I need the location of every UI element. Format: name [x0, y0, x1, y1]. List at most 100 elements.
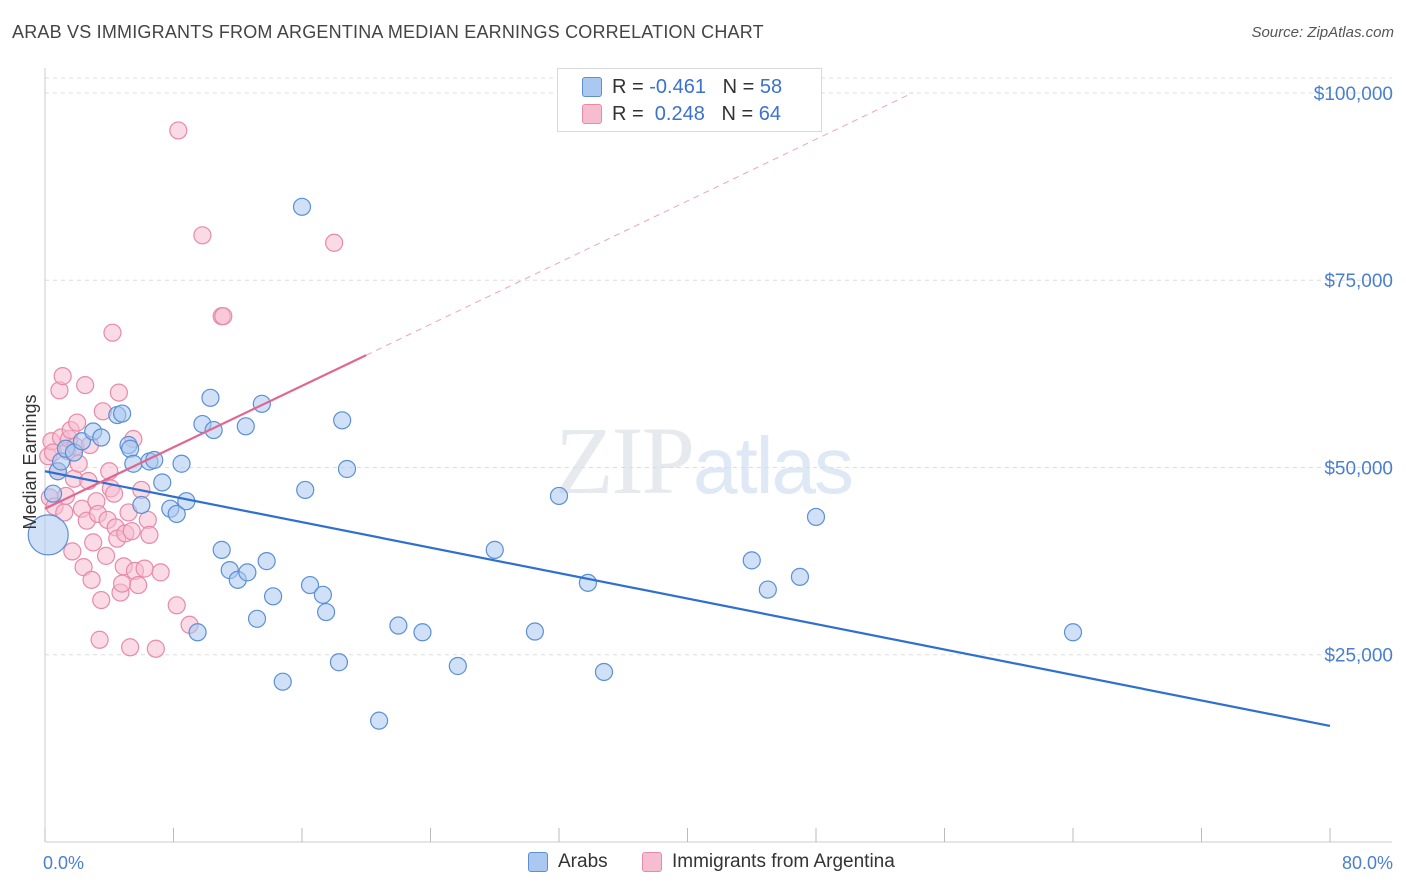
series-legend: Arabs Immigrants from Argentina [0, 851, 1406, 877]
legend-n-value: 64 [758, 102, 782, 125]
arabs-point [153, 473, 172, 492]
argentina-point [122, 522, 141, 541]
arabs-point [413, 623, 432, 642]
arabs-point [758, 580, 777, 599]
arabs-point [27, 514, 69, 556]
arabs-point [549, 486, 569, 506]
argentina-point [104, 484, 124, 503]
legend-label-argentina: Immigrants from Argentina [672, 851, 895, 872]
argentina-point [135, 559, 154, 578]
arabs-point [525, 622, 545, 641]
legend-r-label: R = [612, 75, 644, 98]
argentina-point [109, 383, 128, 402]
arabs-point [236, 417, 255, 436]
arabs-point [337, 459, 357, 479]
argentina-point [68, 413, 87, 432]
y-tick-label: $25,000 [1324, 646, 1393, 667]
arabs-point [257, 552, 276, 571]
argentina-point [103, 323, 122, 342]
y-tick-label: $100,000 [1314, 84, 1393, 105]
argentina-point [140, 525, 159, 545]
legend-row-argentina: R = 0.248 N = 64 [582, 101, 781, 127]
argentina-trend-extension [366, 92, 913, 356]
arabs-point [742, 551, 761, 570]
argentina-point [325, 233, 344, 252]
arabs-point [43, 484, 63, 503]
argentina-point [63, 542, 82, 561]
argentina-point [193, 226, 212, 245]
argentina-point [84, 533, 103, 552]
legend-r-value: 0.248 [649, 102, 705, 125]
argentina-point [151, 563, 170, 582]
arabs-point [370, 711, 389, 730]
arabs-point [92, 428, 111, 447]
arabs-point [333, 411, 352, 430]
x-tick-label: 0.0% [43, 853, 84, 873]
arabs-point [329, 653, 349, 672]
arabs-point [806, 507, 826, 527]
argentina-point [82, 570, 101, 589]
argentina-point [92, 590, 111, 610]
y-axis-label: Median Earnings [20, 394, 40, 529]
arabs-point [121, 439, 140, 458]
trend-lines [44, 92, 1331, 727]
arabs-point [212, 540, 231, 559]
correlation-legend: R = -0.461 N = 58 R = 0.248 N = 64 [557, 68, 822, 132]
watermark-atlas: atlas [693, 421, 854, 510]
argentina-point [169, 121, 188, 140]
arabs-point [263, 587, 283, 606]
argentina-point [90, 630, 109, 649]
arabs-point [594, 662, 614, 682]
arabs-point [167, 504, 186, 524]
arabs-point [1063, 623, 1083, 642]
argentina-point [214, 307, 233, 326]
arabs-trend-line [44, 470, 1331, 727]
arabs-point [313, 585, 332, 604]
y-tick-label: $50,000 [1324, 458, 1393, 479]
arabs-point [300, 575, 320, 595]
arabs-point [448, 656, 467, 676]
watermark: ZIPatlas [555, 405, 854, 516]
arabs-point [201, 388, 220, 407]
arabs-point [172, 454, 191, 473]
arabs-point [188, 623, 207, 642]
argentina-swatch [582, 104, 602, 124]
argentina-point [146, 639, 165, 658]
arabs-point [389, 616, 408, 635]
argentina-swatch [642, 852, 662, 872]
argentina-point [112, 574, 132, 593]
legend-item-argentina[interactable]: Immigrants from Argentina [642, 851, 895, 873]
legend-item-arabs[interactable]: Arabs [528, 851, 608, 873]
arabs-point [790, 567, 810, 586]
legend-n-value: 58 [759, 75, 783, 98]
legend-r-label: R = [612, 102, 644, 125]
argentina-trend-line [44, 354, 367, 510]
argentina-point [96, 546, 116, 565]
arabs-point [296, 480, 315, 500]
argentina-point [76, 375, 95, 395]
legend-r-value: -0.461 [649, 75, 706, 98]
axes [44, 68, 1392, 843]
x-tick-label: 80.0% [1342, 853, 1393, 873]
argentina-point [53, 367, 72, 386]
watermark-zip: ZIP [555, 407, 695, 514]
arabs-point [316, 602, 336, 622]
legend-label-arabs: Arabs [558, 851, 608, 872]
arabs-swatch [582, 77, 602, 97]
source-label: Source: ZipAtlas.com [1251, 24, 1394, 41]
arabs-point [112, 404, 132, 423]
tick-labels: $25,000 $50,000 $75,000 $100,000 0.0% 80.0% [43, 84, 1393, 873]
legend-n-label: N = [722, 75, 755, 98]
y-tick-label: $75,000 [1324, 271, 1393, 292]
argentina-point [129, 575, 148, 595]
legend-n-label: N = [721, 102, 754, 125]
argentina-point [121, 638, 140, 657]
arabs-points [27, 197, 1083, 730]
arabs-point [132, 495, 151, 515]
legend-row-arabs: R = -0.461 N = 58 [582, 74, 782, 100]
arabs-point [238, 563, 257, 582]
arabs-point [292, 197, 312, 216]
arabs-swatch [528, 852, 548, 872]
arabs-point [485, 540, 504, 559]
